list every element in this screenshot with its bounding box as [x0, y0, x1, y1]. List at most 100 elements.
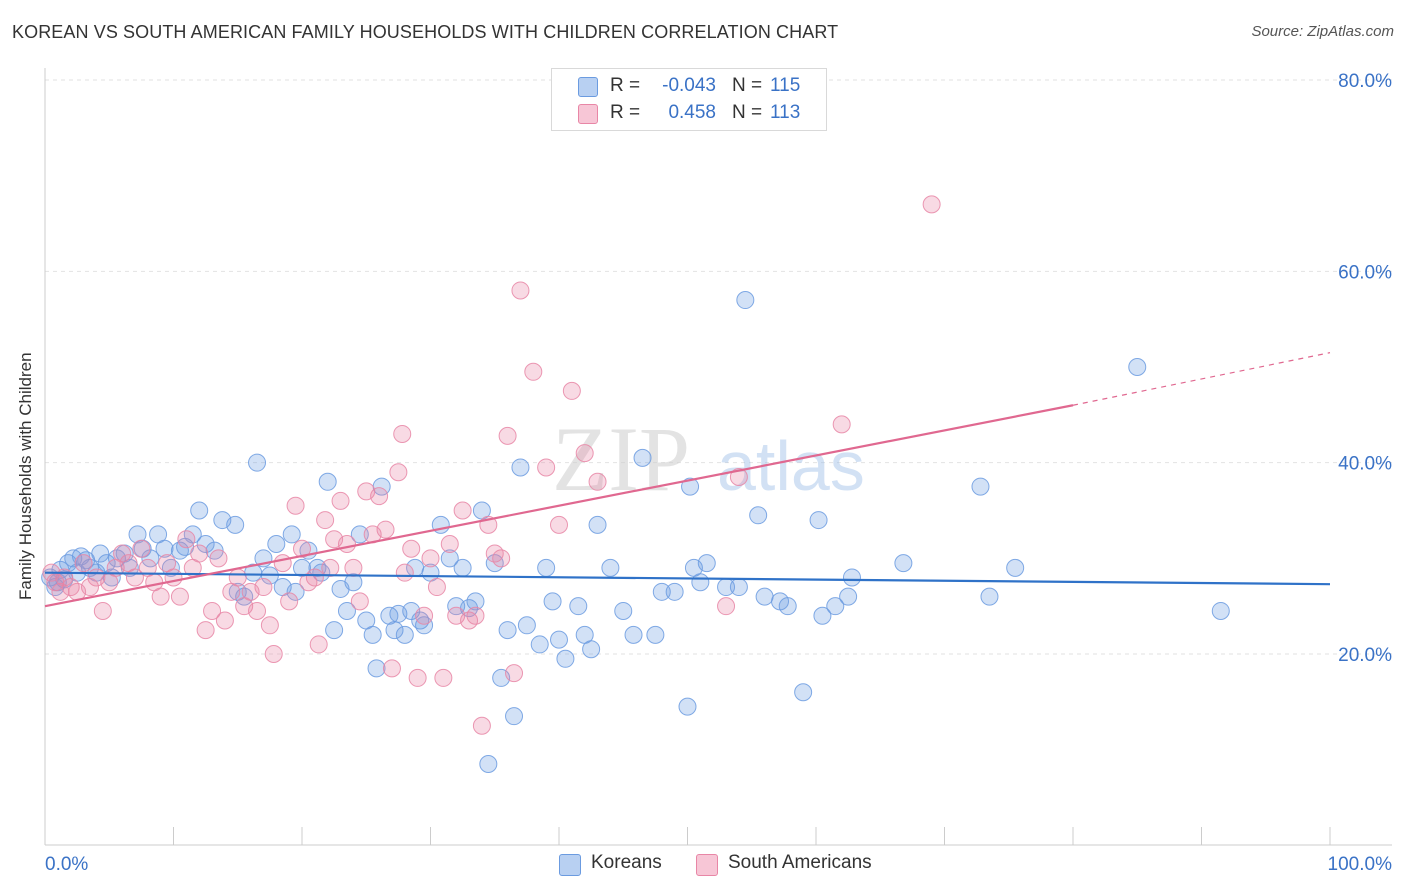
- korean-point: [537, 558, 556, 577]
- korean-point: [543, 592, 562, 611]
- korean-point: [46, 578, 65, 597]
- korean-legend-swatch: [559, 854, 581, 876]
- korean-point: [971, 477, 990, 496]
- south-american-point: [550, 515, 568, 534]
- legend-r-label: R =: [610, 102, 641, 123]
- watermark-atlas: atlas: [717, 427, 865, 505]
- korean-point: [498, 621, 517, 640]
- south-american-point: [350, 592, 369, 611]
- south-american-point: [151, 587, 170, 606]
- korean-point: [318, 472, 337, 491]
- korean-point: [980, 587, 999, 606]
- x-tick-label: 0.0%: [45, 854, 88, 875]
- south-american-point: [434, 668, 453, 687]
- south-american-point: [393, 424, 412, 443]
- korean-point: [749, 506, 768, 525]
- chart-title: KOREAN VS SOUTH AMERICAN FAMILY HOUSEHOL…: [12, 22, 839, 42]
- south-american-point: [164, 568, 183, 587]
- south-american-point: [440, 534, 459, 553]
- y-tick-label: 40.0%: [1338, 454, 1392, 475]
- korean-point: [517, 616, 536, 635]
- korean-point: [530, 635, 549, 654]
- korean-point: [350, 525, 369, 544]
- korean-point: [633, 448, 652, 467]
- korean-point: [601, 558, 620, 577]
- watermark: ZIP atlas: [552, 408, 865, 510]
- legend-r-label: R =: [610, 75, 641, 96]
- korean-point: [842, 568, 861, 587]
- legend-r-value: -0.043: [662, 75, 716, 96]
- korean-point: [652, 582, 671, 601]
- korean-point: [248, 453, 267, 472]
- south-american-point: [248, 601, 267, 620]
- korean-point: [282, 525, 301, 544]
- south-american-point: [305, 568, 324, 587]
- south-american-trend-line: [44, 404, 1074, 608]
- south-american-point: [93, 601, 112, 620]
- korean-trend-line: [44, 571, 1331, 586]
- korean-point: [440, 549, 459, 568]
- korean-point: [624, 625, 643, 644]
- south-american-point: [370, 487, 389, 506]
- korean-point: [505, 707, 524, 726]
- south-american-point: [344, 558, 363, 577]
- correlation-legend: R = -0.043 N = 115 R = 0.458 N = 113: [551, 68, 827, 131]
- legend-n-label: N =: [732, 75, 763, 96]
- legend-r-value: 0.458: [668, 102, 716, 123]
- korean-point: [813, 606, 832, 625]
- south-american-point: [453, 501, 472, 520]
- south-american-point: [190, 544, 209, 563]
- south-american-point: [729, 468, 748, 487]
- korean-legend-label: Koreans: [591, 852, 662, 873]
- korean-point: [778, 597, 797, 616]
- korean-point: [665, 582, 684, 601]
- y-tick-label: 60.0%: [1338, 262, 1392, 283]
- y-tick-label: 20.0%: [1338, 645, 1392, 666]
- south-american-point: [562, 381, 581, 400]
- south-american-point: [537, 458, 556, 477]
- korean-point: [556, 649, 575, 668]
- south-american-point: [80, 578, 99, 597]
- south-american-point: [389, 463, 408, 482]
- korean-point: [286, 582, 305, 601]
- south-american-point: [293, 539, 311, 558]
- south-american-point: [113, 544, 132, 563]
- south-american-point: [260, 616, 279, 635]
- legend-n-value: 115: [770, 75, 801, 96]
- korean-point: [453, 558, 472, 577]
- korean-point: [1006, 558, 1025, 577]
- south-american-point: [316, 511, 335, 530]
- korean-point: [569, 597, 588, 616]
- south-american-point: [922, 195, 941, 214]
- south-american-point: [376, 520, 395, 539]
- korean-point: [380, 606, 399, 625]
- legend-n-value: 113: [770, 102, 801, 123]
- south-american-point: [575, 444, 594, 463]
- korean-point: [736, 291, 755, 310]
- south-american-point: [228, 568, 247, 587]
- south-american-point: [511, 281, 530, 300]
- south-american-point: [421, 549, 440, 568]
- korean-point: [511, 458, 530, 477]
- south-american-point: [402, 539, 421, 558]
- south-american-point: [427, 578, 446, 597]
- south-american-point: [717, 597, 736, 616]
- south-american-point: [254, 578, 273, 597]
- south-american-point: [74, 554, 93, 573]
- south-american-swatch: [578, 104, 598, 124]
- south-american-point: [264, 645, 283, 663]
- korean-point: [588, 515, 607, 534]
- korean-point: [479, 755, 498, 774]
- south-american-point: [177, 530, 196, 549]
- korean-point: [395, 625, 414, 644]
- korean-point: [794, 683, 813, 702]
- legend-n-label: N =: [732, 102, 763, 123]
- korean-point: [826, 597, 845, 616]
- south-american-point: [524, 362, 543, 381]
- korean-point: [226, 515, 245, 534]
- korean-point: [190, 501, 209, 520]
- korean-point: [614, 601, 633, 620]
- south-american-point: [505, 664, 524, 683]
- korean-point: [196, 534, 215, 553]
